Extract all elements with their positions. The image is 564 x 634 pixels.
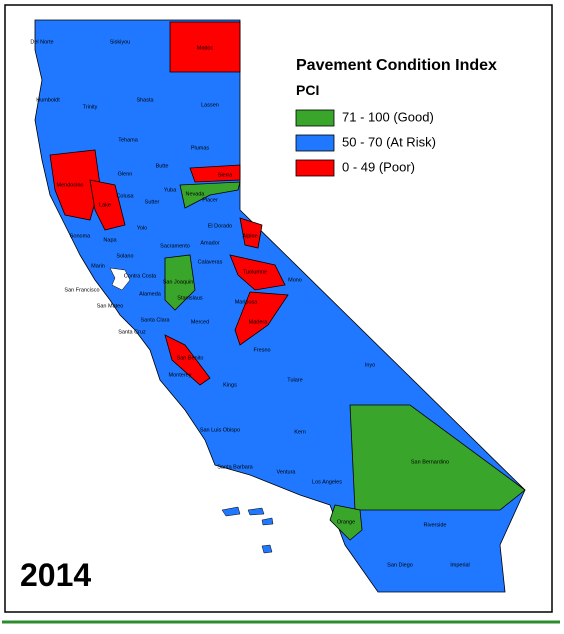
legend-label: 50 - 70 (At Risk) <box>342 134 436 149</box>
county-label: Shasta <box>136 97 154 103</box>
legend-label: 0 - 49 (Poor) <box>342 159 415 174</box>
county-label: Santa Barbara <box>217 464 253 470</box>
legend: 71 - 100 (Good) 50 - 70 (At Risk) 0 - 49 (… <box>295 109 436 177</box>
county-label: Madera <box>249 319 269 325</box>
county-label: Sonoma <box>70 233 91 239</box>
county-label: Sacramento <box>160 243 190 249</box>
county-label: Lassen <box>201 102 219 108</box>
county-area <box>239 217 263 249</box>
county-label: Alpine <box>242 233 257 239</box>
legend-label: 71 - 100 (Good) <box>342 109 434 124</box>
county-area <box>234 291 289 346</box>
county-label: Modoc <box>197 45 214 51</box>
county-label: Tehama <box>118 137 139 143</box>
county-label: San Diego <box>387 562 413 568</box>
county-label: Sutter <box>145 199 160 205</box>
county-label: Del Norte <box>30 39 53 45</box>
island <box>247 507 265 516</box>
county-label: Kings <box>223 382 237 388</box>
county-area <box>349 404 526 511</box>
county-label: Marin <box>91 263 105 269</box>
county-label: Sierra <box>218 172 234 178</box>
county-label: Butte <box>156 163 169 169</box>
year-label: 2014 <box>20 557 91 593</box>
county-label: Placer <box>202 197 218 203</box>
county-label: Riverside <box>424 522 447 528</box>
legend-subtitle: PCI <box>296 82 319 98</box>
county-area <box>164 334 211 386</box>
county-label: Lake <box>99 202 111 208</box>
county-area <box>329 504 363 541</box>
county-label: Santa Clara <box>140 317 170 323</box>
county-label: Contra Costa <box>124 273 157 279</box>
county-label: Tuolumne <box>243 269 267 275</box>
county-area <box>229 254 286 291</box>
county-label: Calaveras <box>198 259 223 265</box>
county-label: Nevada <box>186 191 206 197</box>
county-label: Santa Cruz <box>118 329 146 335</box>
legend-swatch <box>295 109 335 127</box>
county-label: Alameda <box>139 291 162 297</box>
county-label: Orange <box>337 519 355 525</box>
county-label: Stanislaus <box>177 295 203 301</box>
county-area <box>179 181 241 209</box>
county-label: Merced <box>191 319 209 325</box>
county-areas <box>49 21 526 541</box>
county-label: Amador <box>200 240 219 246</box>
county-label: Napa <box>103 237 117 243</box>
county-labels: Nevada San Joaquin San Bernardino Orange Del… <box>30 39 469 568</box>
county-label: Siskiyou <box>110 39 130 45</box>
county-area <box>164 254 196 311</box>
county-area <box>169 21 241 73</box>
county-label: San Bernardino <box>411 459 449 465</box>
legend-title: Pavement Condition Index <box>296 57 497 74</box>
county-label: Monterey <box>169 372 192 378</box>
legend-swatch <box>295 159 335 177</box>
county-label: San Mateo <box>97 303 124 309</box>
county-label: Solano <box>116 253 133 259</box>
county-label: San Francisco <box>64 287 99 293</box>
county-label: El Dorado <box>208 223 232 229</box>
county-area <box>49 149 101 221</box>
county-label: Plumas <box>191 145 210 151</box>
county-label: Imperial <box>450 562 470 568</box>
county-label: Humboldt <box>36 97 60 103</box>
county-label: San Benito <box>177 355 204 361</box>
bay-water <box>109 267 131 291</box>
island <box>261 517 274 526</box>
county-label: Yolo <box>137 225 148 231</box>
county-label: Trinity <box>83 104 98 110</box>
county-label: Los Angeles <box>312 479 342 485</box>
county-label: Colusa <box>116 193 134 199</box>
county-label: Fresno <box>253 347 270 353</box>
county-label: Ventura <box>277 469 297 475</box>
county-label: Glenn <box>118 171 133 177</box>
county-area <box>89 179 126 231</box>
legend-swatch <box>295 134 335 152</box>
county-label: Kern <box>294 429 306 435</box>
county-label: Tulare <box>287 377 302 383</box>
county-label: Yuba <box>164 187 177 193</box>
county-area <box>189 164 241 183</box>
county-label: Mariposa <box>235 299 259 305</box>
county-label: Mono <box>288 277 302 283</box>
county-label: Mendocino <box>57 182 84 188</box>
county-label: San Luis Obispo <box>200 427 240 433</box>
county-label: Inyo <box>365 362 375 368</box>
island <box>221 506 241 517</box>
island <box>261 544 273 554</box>
county-label: San Joaquin <box>163 279 194 285</box>
